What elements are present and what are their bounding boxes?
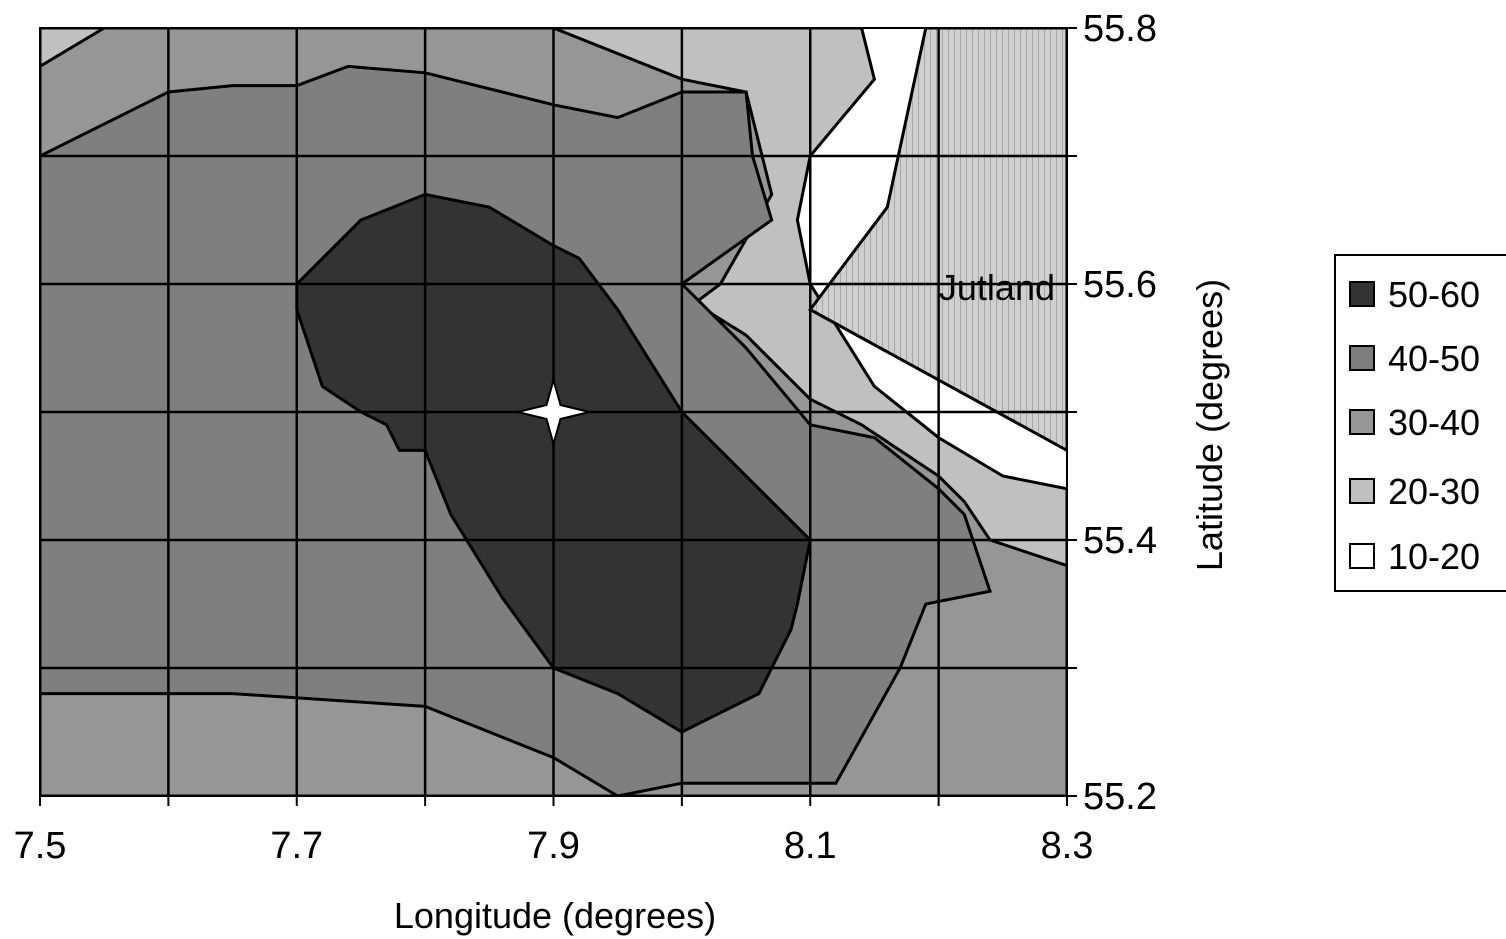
y-tick-labels: 55.2 55.4 55.6 55.8 [1083, 8, 1157, 818]
axis-ticks [39, 27, 1077, 806]
legend-swatch [1349, 543, 1375, 569]
legend-swatch [1349, 345, 1375, 371]
legend-item: 20-30 [1349, 471, 1480, 512]
legend-item: 30-40 [1349, 402, 1480, 443]
x-tick-label: 7.7 [270, 825, 323, 867]
site-marker-star-icon [517, 376, 590, 448]
x-tick-label: 8.3 [1041, 825, 1094, 867]
legend-item: 40-50 [1349, 338, 1480, 379]
legend-swatch [1349, 478, 1375, 504]
y-tick-label: 55.2 [1083, 776, 1157, 818]
legend: 50-60 40-50 30-40 20-30 10-20 [1334, 254, 1506, 592]
x-tick-label: 7.5 [14, 825, 67, 867]
x-tick-label: 8.1 [784, 825, 837, 867]
y-tick-label: 55.4 [1083, 520, 1157, 562]
y-tick-label: 55.8 [1083, 8, 1157, 50]
legend-item: 10-20 [1349, 536, 1480, 577]
x-tick-labels: 7.5 7.7 7.9 8.1 8.3 [14, 825, 1094, 867]
jutland-label: Jutland [939, 267, 1055, 308]
legend-item: 50-60 [1349, 274, 1480, 315]
legend-swatch [1349, 409, 1375, 435]
legend-label: 20-30 [1388, 471, 1480, 512]
x-tick-label: 7.9 [527, 825, 580, 867]
x-axis-title: Longitude (degrees) [394, 895, 716, 936]
y-axis-title: Latitude (degrees) [1189, 279, 1230, 571]
legend-label: 30-40 [1388, 402, 1480, 443]
legend-label: 10-20 [1388, 536, 1480, 577]
legend-swatch [1349, 281, 1375, 307]
legend-label: 50-60 [1388, 274, 1480, 315]
y-tick-label: 55.6 [1083, 264, 1157, 306]
legend-label: 40-50 [1388, 338, 1480, 379]
